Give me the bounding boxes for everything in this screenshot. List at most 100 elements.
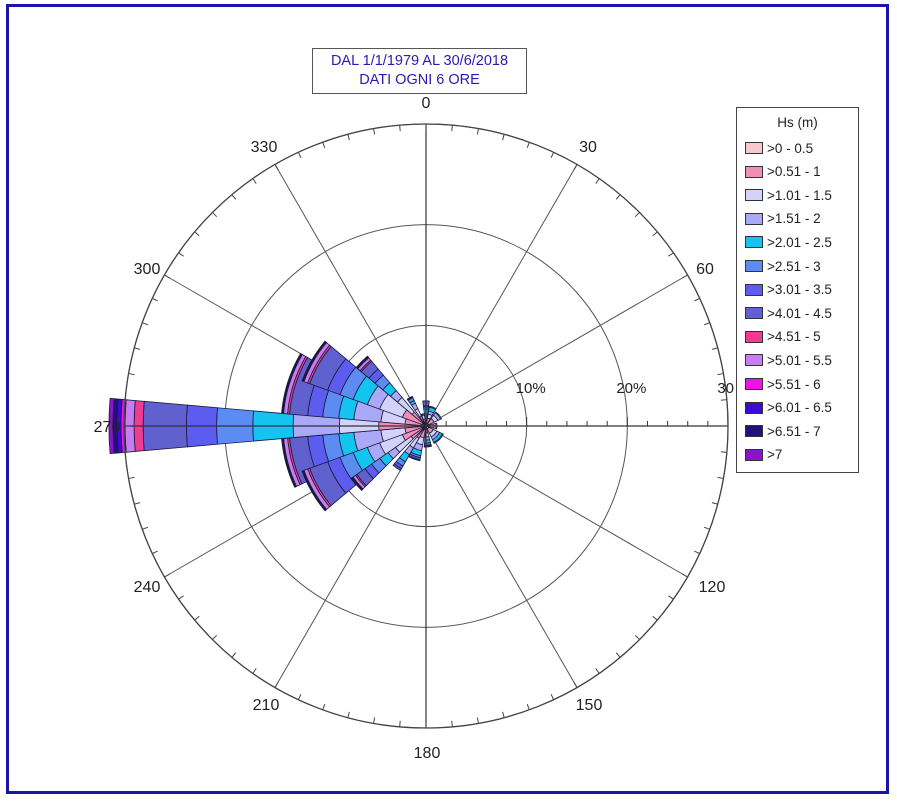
legend-item: >0.51 - 1: [745, 163, 821, 181]
angle-tick-285: [134, 347, 141, 350]
legend-item: >3.01 - 3.5: [745, 281, 832, 299]
legend-label: >0.51 - 1: [767, 164, 821, 180]
angle-tick-155: [550, 694, 555, 700]
legend-swatch: [745, 142, 763, 154]
angle-tick-20: [526, 142, 530, 149]
angle-label-300: 300: [134, 261, 161, 278]
angle-tick-340: [322, 142, 326, 149]
angle-label-30: 30: [579, 139, 597, 156]
angle-tick-15: [502, 134, 505, 141]
radial-tick-label-20: 20%: [616, 380, 646, 397]
angle-tick-150: [573, 682, 578, 688]
spoke-120: [425, 425, 688, 578]
angle-tick-230: [194, 615, 200, 621]
legend-swatch: [745, 212, 763, 225]
angle-label-210: 210: [253, 697, 280, 714]
angle-tick-30: [573, 164, 578, 170]
sector-270-bin-13: [108, 397, 115, 455]
legend-label: >3.01 - 3.5: [767, 282, 832, 298]
chart-title-box: DAL 1/1/1979 AL 30/6/2018 DATI OGNI 6 OR…: [312, 48, 527, 94]
legend-label: >1.01 - 1.5: [767, 187, 832, 203]
legend-swatch: [745, 236, 763, 249]
legend-swatch: [745, 189, 763, 202]
angle-tick-325: [252, 178, 257, 184]
angle-tick-60: [682, 274, 688, 279]
legend-label: >4.01 - 4.5: [767, 305, 832, 321]
angle-tick-35: [595, 178, 600, 184]
angle-tick-245: [152, 550, 158, 555]
angle-tick-235: [178, 595, 184, 600]
angle-tick-310: [194, 231, 200, 237]
sector-50-bin-4: [434, 411, 443, 420]
angle-tick-40: [615, 194, 621, 200]
angle-tick-140: [615, 652, 621, 658]
sector-330-bin-7: [406, 395, 413, 401]
legend-label: >2.51 - 3: [767, 258, 821, 274]
angle-tick-300: [164, 274, 170, 279]
legend-item: >5.51 - 6: [745, 375, 821, 393]
legend-swatch: [745, 378, 763, 390]
angle-label-120: 120: [699, 579, 726, 596]
angle-tick-265: [125, 451, 132, 453]
angle-tick-160: [526, 703, 530, 710]
angle-tick-330: [274, 164, 279, 170]
sector-215-bin-7: [392, 463, 402, 472]
legend-item: >4.01 - 4.5: [745, 304, 832, 322]
legend-item: >2.01 - 2.5: [745, 233, 832, 251]
angle-tick-295: [152, 297, 158, 302]
legend-item: >5.01 - 5.5: [745, 351, 832, 369]
angle-tick-175: [451, 720, 453, 727]
spoke-30: [425, 164, 578, 427]
angle-tick-25: [550, 152, 555, 158]
legend-item: >6.51 - 7: [745, 422, 821, 440]
angle-tick-45: [634, 212, 640, 218]
angle-tick-195: [347, 711, 350, 718]
legend-item: >6.01 - 6.5: [745, 399, 832, 417]
angle-tick-145: [595, 668, 600, 674]
legend-title: Hs (m): [777, 115, 818, 130]
legend-label: >4.51 - 5: [767, 329, 821, 345]
sector-240-bin-13: [301, 470, 326, 512]
angle-tick-205: [297, 694, 302, 700]
angle-label-240: 240: [134, 579, 161, 596]
angle-tick-255: [134, 502, 141, 505]
radial-tick-label-30: 30: [717, 380, 734, 397]
legend-swatch: [745, 401, 763, 414]
angle-tick-50: [652, 231, 658, 237]
rose-sectors: [108, 340, 444, 512]
legend-label: >1.51 - 2: [767, 211, 821, 227]
angle-tick-335: [297, 152, 302, 158]
angle-tick-215: [252, 668, 257, 674]
angle-tick-200: [322, 703, 326, 710]
angle-tick-105: [711, 502, 718, 505]
legend-item: >0 - 0.5: [745, 139, 813, 157]
angle-tick-100: [717, 476, 724, 479]
legend-label: >0 - 0.5: [767, 140, 814, 156]
angle-tick-70: [703, 322, 710, 326]
legend-swatch: [745, 425, 763, 438]
chart-title-line-2: DATI OGNI 6 ORE: [359, 72, 480, 88]
legend-swatch: [745, 283, 763, 296]
angle-tick-220: [231, 652, 237, 658]
legend-swatch: [745, 260, 763, 272]
angle-tick-280: [128, 373, 135, 376]
angle-labels: 0 30 60 120 150 180 210 240 270 300 330: [94, 95, 726, 762]
spoke-330: [274, 164, 427, 427]
legend: Hs (m) >0 - 0.5 >0.51 - 1 >1.01 - 1.5 >1.51…: [736, 107, 859, 473]
angle-tick-55: [668, 252, 674, 257]
angle-label-0: 0: [422, 95, 431, 112]
angle-tick-95: [720, 451, 727, 453]
legend-swatch: [745, 354, 763, 367]
angle-tick-260: [128, 476, 135, 479]
angle-tick-80: [717, 373, 724, 376]
angle-tick-355: [399, 125, 401, 132]
legend-label: >5.51 - 6: [767, 376, 821, 392]
angle-tick-320: [231, 194, 237, 200]
legend-item: >7: [745, 446, 782, 464]
sector-230-bin-13: [350, 477, 363, 491]
spoke-150: [425, 425, 578, 688]
legend-label: >6.51 - 7: [767, 423, 821, 439]
sector-315-bin-13: [355, 355, 369, 369]
angle-label-330: 330: [251, 139, 278, 156]
